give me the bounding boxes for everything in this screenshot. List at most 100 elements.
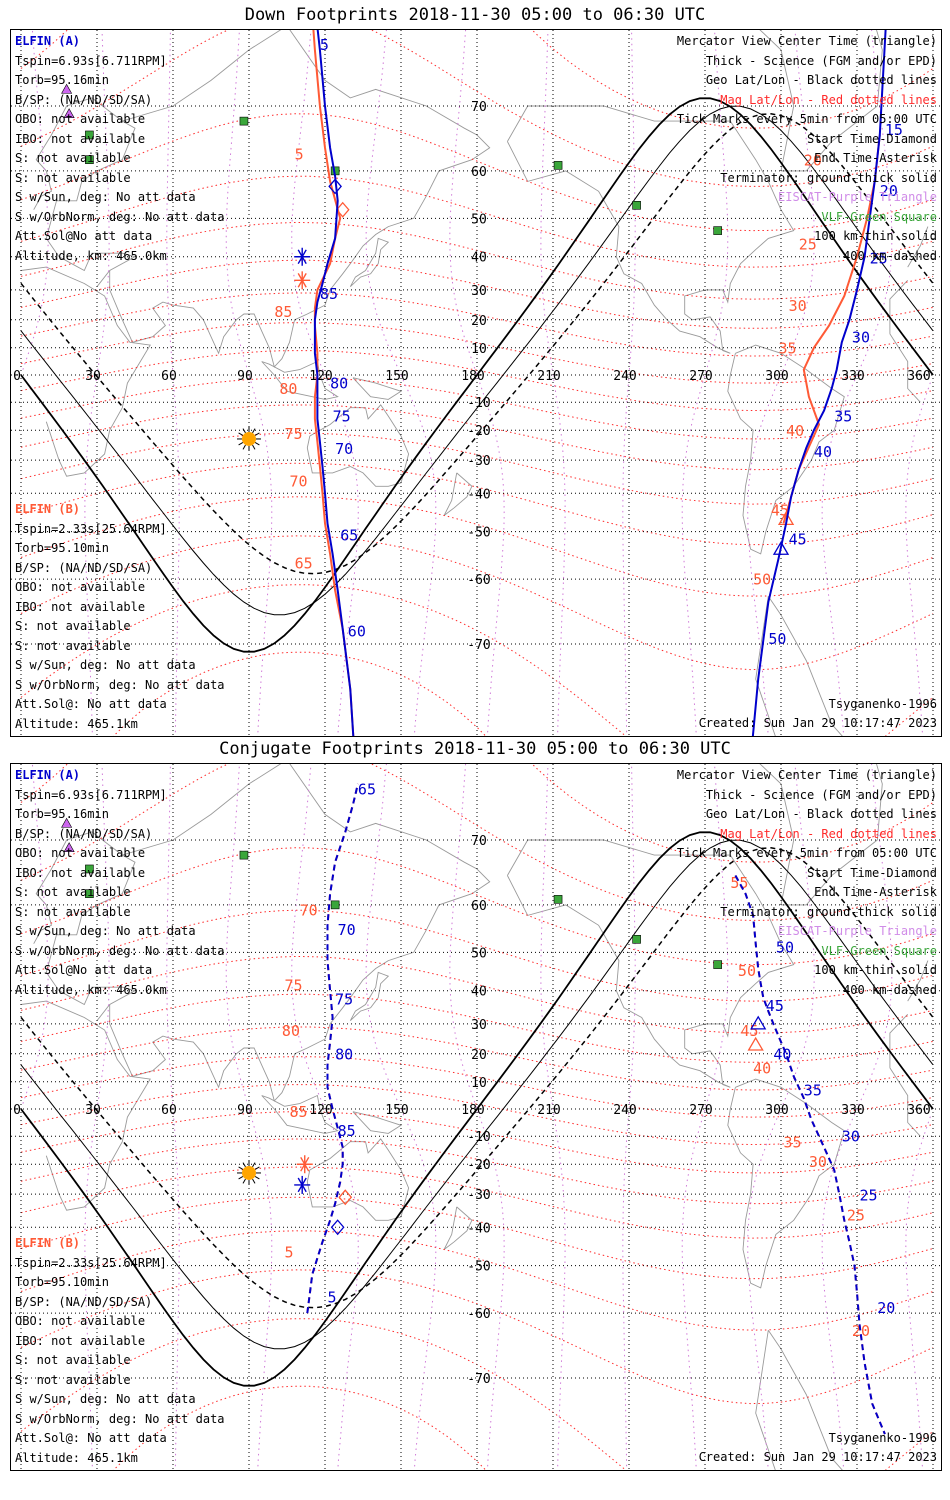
coastline [506, 105, 795, 354]
elfin-a-info-line: Tspin=6.93s[6.711RPM] [15, 787, 167, 802]
eiscat-station-triangle [61, 817, 73, 828]
sun-ray [252, 1178, 256, 1184]
sun-ray [252, 1162, 256, 1168]
elfin-b-info-line: S w/Sun, deg: No att data [15, 1392, 196, 1406]
x-tick-label: 240 [613, 369, 636, 384]
elfin-a-label: ELFIN (A) [15, 34, 81, 48]
vlf-station-square [553, 895, 563, 904]
eiscat-station-triangle [63, 842, 75, 853]
sun-ray [252, 428, 256, 434]
time-tick-label: 25 [847, 1206, 865, 1224]
elfin-a-info-line: Torb=95.16min [15, 807, 109, 821]
center-time-triangle [747, 1036, 764, 1051]
mag-latitude-line [20, 496, 934, 597]
y-tick-label: -60 [467, 1307, 490, 1322]
elfin-a-info-line: S w/Sun, deg: No att data [15, 190, 196, 204]
time-tick-label: 50 [738, 962, 756, 980]
time-tick-label: 45 [789, 531, 807, 549]
y-tick-label: -70 [467, 1372, 490, 1387]
sun-ray [254, 442, 260, 446]
elfin-b-info-line: Altitude: 465.1km [15, 716, 138, 731]
legend-entry: 400 km-dashed [843, 982, 937, 997]
vlf-station-square [553, 161, 563, 170]
terminator-line [20, 105, 934, 616]
elfin-a-info-line: Altitude, km: 465.0km [15, 982, 167, 997]
coastline [759, 764, 883, 906]
sun-ray [252, 444, 256, 450]
y-tick-label: 70 [471, 100, 487, 115]
time-tick-label: 45 [771, 501, 789, 519]
time-tick-label: 25 [799, 236, 817, 254]
footprint-trace [313, 30, 355, 736]
down-footprints-map: 0 30 60 90 120 150 180 210 240 270 300 330 360 70 60 50… [10, 29, 942, 737]
y-tick-label: 40 [471, 985, 487, 1000]
y-tick-label: -30 [467, 454, 490, 469]
time-tick-label: 30 [842, 1128, 860, 1146]
elfin-a-info-line: S: not available [15, 904, 131, 919]
elfin-a-info-line: S w/OrbNorm, deg: No att data [15, 943, 225, 958]
legend-entry: Mercator View Center Time (triangle) [676, 768, 937, 782]
sun-icon [237, 426, 261, 451]
x-tick-label: 210 [537, 1103, 560, 1118]
elfin-a-track: 5 65 70 75 80 85 50 45 40 35 30 25 20 [294, 781, 895, 1435]
footprint-map-svg: 0 30 60 90 120 150 180 210 240 270 300 330 360706050… [11, 30, 941, 736]
mag-longitude-line [681, 764, 729, 1470]
time-tick-label: 40 [753, 1060, 771, 1078]
legend-entry: Geo Lat/Lon - Black dotted lines [705, 807, 937, 821]
y-tick-label: 50 [471, 946, 487, 961]
vlf-station-square [713, 960, 722, 969]
terminator-line [20, 839, 934, 1350]
footprint-trace [734, 875, 886, 1435]
sun-ray [254, 432, 260, 436]
vlf-station-square [85, 864, 94, 874]
legend-entry: End Time-Asterisk [814, 151, 937, 165]
coastline [109, 30, 491, 368]
terminator-layer [20, 831, 934, 1387]
time-tick-label: 50 [768, 630, 786, 648]
y-tick-label: -70 [467, 638, 490, 653]
elfin-b-info-line: B/SP: (NA/ND/SD/SA) [15, 1294, 153, 1309]
x-tick-label: 30 [85, 1103, 101, 1118]
vlf-station-square [713, 226, 722, 235]
x-tick-label: 90 [237, 369, 253, 384]
elfin-b-info-line: B/SP: (NA/ND/SD/SA) [15, 560, 153, 575]
coastline [755, 1329, 843, 1470]
x-tick-label: 240 [613, 1103, 636, 1118]
legend-entry: Tick Marks every 5min from 05:00 UTC [676, 112, 937, 126]
time-tick-label: 5 [295, 146, 304, 164]
coastline [755, 595, 843, 736]
time-tick-label: 85 [320, 285, 338, 303]
time-tick-label: 85 [274, 303, 292, 321]
time-tick-label: 5 [328, 1289, 337, 1307]
legend-entry: Tick Marks every 5min from 05:00 UTC [676, 846, 937, 860]
time-tick-label: 25 [860, 1186, 878, 1204]
legend-entry: 100 km-thin solid [814, 963, 937, 977]
sun-ray [242, 1162, 246, 1168]
time-tick-label: 50 [776, 938, 794, 956]
elfin-b-label: ELFIN (B) [15, 1236, 81, 1250]
coastline [349, 971, 390, 1022]
y-tick-label: -60 [467, 573, 490, 588]
time-tick-label: 70 [338, 921, 356, 939]
x-tick-label: 0 [13, 369, 21, 384]
time-tick-label: 35 [834, 408, 852, 426]
time-tick-label: 65 [295, 555, 313, 573]
elfin-a-label: ELFIN (A) [15, 768, 81, 782]
time-tick-label: 15 [885, 121, 903, 139]
time-tick-label: 35 [784, 1133, 802, 1151]
elfin-a-info-line: Tspin=6.93s[6.711RPM] [15, 53, 167, 68]
elfin-b-info-line: Att.Sol@: No att data [15, 697, 167, 711]
elfin-a-info-line: OBO: not available [15, 846, 146, 860]
legend-entry: Thick - Science (FGM and/or EPD) [705, 787, 937, 802]
elfin-a-info-line: S w/Sun, deg: No att data [15, 924, 196, 938]
time-tick-label: 20 [880, 182, 898, 200]
terminator-line [20, 831, 934, 1387]
elfin-b-info-line: IBO: not available [15, 1333, 146, 1348]
mag-latitude-line [20, 993, 934, 1063]
elfin-a-info-line: S w/OrbNorm, deg: No att data [15, 209, 225, 224]
mag-latitude-line [20, 535, 934, 671]
y-tick-label: 20 [471, 314, 487, 329]
start-time-diamond [335, 201, 350, 218]
center-time-triangle [772, 540, 790, 555]
sun-icon [237, 1160, 261, 1185]
